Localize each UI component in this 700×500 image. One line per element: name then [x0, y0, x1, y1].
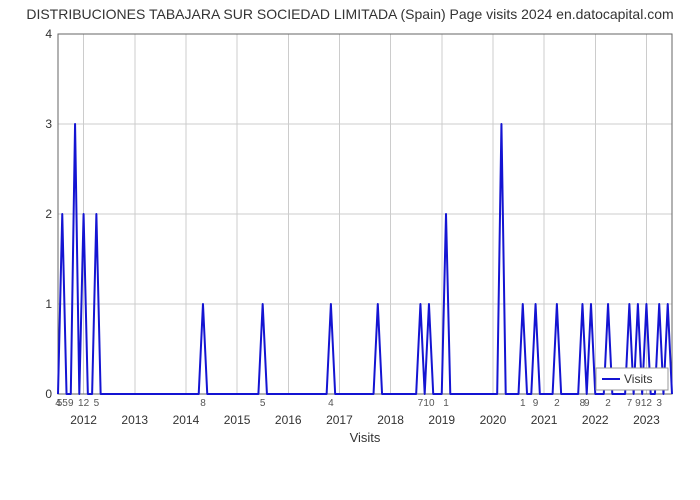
chart-title: DISTRIBUCIONES TABAJARA SUR SOCIEDAD LIM…	[0, 6, 700, 22]
y-tick-label: 4	[45, 28, 52, 41]
x-year-label: 2021	[531, 413, 558, 427]
y-ticks: 0 1 2 3 4	[45, 28, 52, 401]
x-year-label: 2012	[70, 413, 97, 427]
x-small-label: 3	[656, 398, 662, 409]
x-small-label: 2	[605, 398, 611, 409]
x-year-label: 2014	[173, 413, 200, 427]
x-small-label: 9	[68, 398, 74, 409]
x-small-label: 12	[641, 398, 653, 409]
x-axis-label: Visits	[350, 430, 381, 445]
visits-line	[58, 124, 672, 394]
x-year-label: 2023	[633, 413, 660, 427]
plot-area: 0123445591258547101192892791232012201320…	[40, 28, 680, 448]
legend: Visits	[596, 368, 668, 390]
x-year-label: 2016	[275, 413, 302, 427]
y-tick-label: 3	[45, 117, 52, 131]
x-ticks-year: 2012 2013 2014 2015 2016 2017 2018 2019 2020 2021…	[70, 413, 660, 427]
x-small-label: 5	[94, 398, 100, 409]
x-year-label: 2013	[121, 413, 148, 427]
series-group	[58, 124, 672, 394]
x-year-label: 2020	[480, 413, 507, 427]
y-tick-label: 1	[45, 297, 52, 311]
y-tick-label: 0	[45, 387, 52, 401]
x-small-label: 5	[260, 398, 266, 409]
x-year-label: 2015	[224, 413, 251, 427]
x-year-label: 2018	[377, 413, 404, 427]
x-small-label: 1	[443, 398, 449, 409]
x-small-label: 12	[78, 398, 90, 409]
x-small-label: 7	[627, 398, 633, 409]
x-year-label: 2017	[326, 413, 353, 427]
x-small-label: 4	[328, 398, 334, 409]
x-small-label: 9	[533, 398, 539, 409]
chart-container: DISTRIBUCIONES TABAJARA SUR SOCIEDAD LIM…	[0, 0, 700, 500]
x-year-label: 2019	[428, 413, 455, 427]
x-small-label: 1	[520, 398, 526, 409]
x-year-label: 2022	[582, 413, 609, 427]
y-tick-label: 2	[45, 207, 52, 221]
x-ticks-small: 4559125854710119289279123	[55, 398, 662, 409]
x-small-label: 55	[57, 398, 69, 409]
x-small-label: 9	[584, 398, 590, 409]
x-small-label: 10	[423, 398, 435, 409]
x-small-label: 2	[554, 398, 560, 409]
chart-svg: 0123445591258547101192892791232012201320…	[40, 28, 680, 448]
legend-label: Visits	[624, 372, 652, 386]
x-small-label: 8	[200, 398, 206, 409]
